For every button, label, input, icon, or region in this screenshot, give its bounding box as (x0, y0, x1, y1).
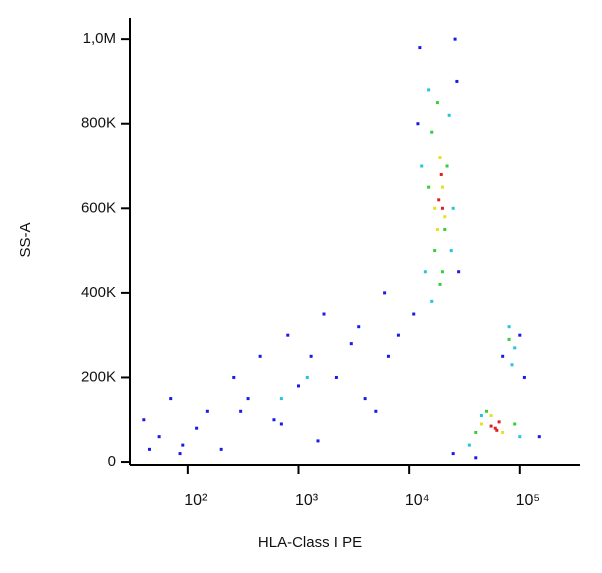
dot (513, 346, 517, 350)
dot (363, 397, 367, 401)
dot (518, 333, 522, 337)
dot (435, 227, 439, 231)
dot (439, 172, 443, 176)
dot (181, 443, 185, 447)
dot (443, 227, 447, 231)
dot (447, 113, 451, 117)
y-tick-label: 200K (81, 368, 116, 385)
dot (493, 426, 497, 430)
dot (433, 249, 437, 253)
dot (440, 206, 444, 210)
dot (497, 420, 501, 424)
dot (507, 325, 511, 329)
dot (437, 198, 441, 202)
dot (142, 418, 146, 422)
dot (457, 270, 461, 274)
dot (513, 422, 517, 426)
dot (430, 130, 434, 134)
dot (418, 46, 422, 50)
dot (451, 452, 455, 456)
dot (386, 354, 390, 358)
dot (305, 375, 309, 379)
x-tick-label: 10⁴ (405, 492, 430, 509)
dot (518, 435, 522, 439)
dot (489, 424, 493, 428)
dot (435, 101, 439, 105)
dot (279, 397, 283, 401)
dot (510, 363, 514, 367)
dot (427, 88, 431, 92)
dot (357, 325, 361, 329)
dot (451, 206, 455, 210)
dot (195, 426, 199, 430)
dot (537, 435, 541, 439)
dot (286, 333, 290, 337)
dot (522, 375, 526, 379)
dot (455, 79, 459, 83)
dot (147, 447, 151, 451)
dot (453, 37, 457, 41)
dot (495, 428, 499, 432)
dot (479, 422, 483, 426)
y-tick-label: 800K (81, 115, 116, 132)
dot (334, 375, 338, 379)
dot (349, 342, 353, 346)
dot (246, 397, 250, 401)
dot (438, 282, 442, 286)
dot (416, 122, 420, 126)
dot (440, 185, 444, 189)
dot (474, 456, 478, 460)
x-tick-label: 10³ (295, 492, 319, 509)
dot (272, 418, 276, 422)
dot (279, 422, 283, 426)
dot (219, 447, 223, 451)
dot (309, 354, 313, 358)
dot (316, 439, 320, 443)
dot (427, 185, 431, 189)
y-tick-label: 600K (81, 199, 116, 216)
dot (438, 156, 442, 160)
dot (507, 337, 511, 341)
dot (420, 164, 424, 168)
dot (489, 414, 493, 418)
dot (430, 299, 434, 303)
x-axis-label: HLA-Class I PE (258, 534, 362, 551)
dot (423, 270, 427, 274)
dot (232, 375, 236, 379)
dot (440, 270, 444, 274)
dot (258, 354, 262, 358)
dot (501, 354, 505, 358)
dot (374, 409, 378, 413)
dot (297, 384, 301, 388)
x-tick-label: 10⁵ (516, 492, 540, 509)
dot (412, 312, 416, 316)
dot (443, 215, 447, 219)
y-axis-label: SS-A (17, 222, 34, 257)
dot (449, 249, 453, 253)
x-tick-label: 10² (184, 492, 208, 509)
y-tick-label: 400K (81, 284, 116, 301)
dot (383, 291, 387, 295)
dot (169, 397, 173, 401)
dot (322, 312, 326, 316)
dot (433, 206, 437, 210)
y-tick-label: 1,0M (83, 30, 116, 47)
dot (479, 414, 483, 418)
dot (467, 443, 471, 447)
dot (205, 409, 209, 413)
y-tick-label: 0 (108, 453, 116, 470)
dot (445, 164, 449, 168)
dot (501, 430, 505, 434)
dot (178, 452, 182, 456)
dot (474, 430, 478, 434)
dot (239, 409, 243, 413)
dot (484, 409, 488, 413)
dot (396, 333, 400, 337)
dot (157, 435, 161, 439)
